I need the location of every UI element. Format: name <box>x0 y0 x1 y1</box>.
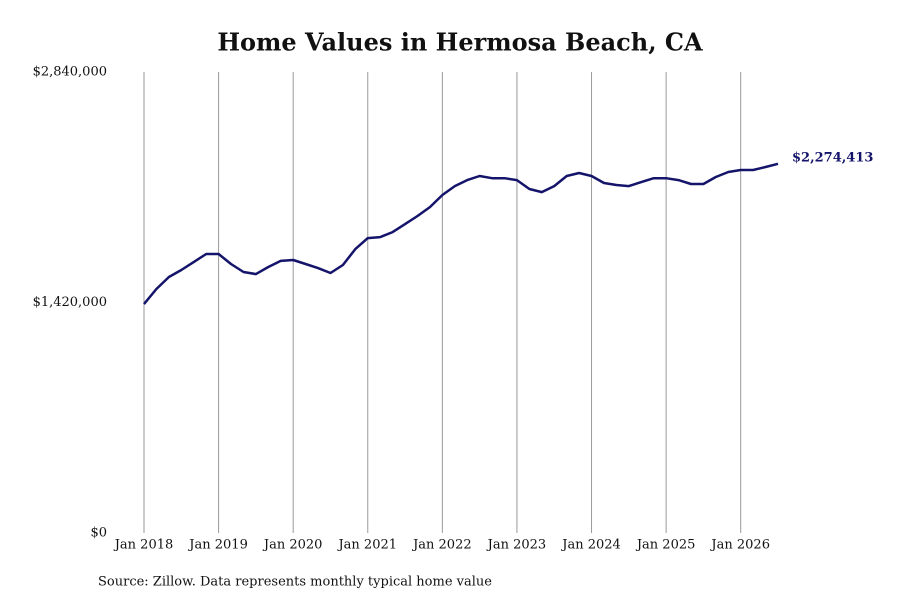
data-line <box>143 162 779 305</box>
value-label: $2,274,413 <box>792 150 873 165</box>
x-tick-label: Jan 2021 <box>336 538 397 553</box>
x-tick-label: Jan 2023 <box>486 538 547 553</box>
y-tick-label: $0 <box>90 526 107 541</box>
x-tick-label: Jan 2022 <box>411 538 472 553</box>
y-tick-label: $2,840,000 <box>33 65 107 80</box>
x-tick-label: Jan 2018 <box>113 538 174 553</box>
y-tick-label: $1,420,000 <box>33 295 107 310</box>
x-tick-label: Jan 2025 <box>635 538 696 553</box>
source-note: Source: Zillow. Data represents monthly … <box>98 575 492 590</box>
x-tick-label: Jan 2019 <box>187 538 248 553</box>
x-tick-label: Jan 2020 <box>262 538 323 553</box>
x-tick-label: Jan 2026 <box>709 538 770 553</box>
chart-title: Home Values in Hermosa Beach, CA <box>217 28 703 57</box>
x-tick-label: Jan 2024 <box>560 538 621 553</box>
